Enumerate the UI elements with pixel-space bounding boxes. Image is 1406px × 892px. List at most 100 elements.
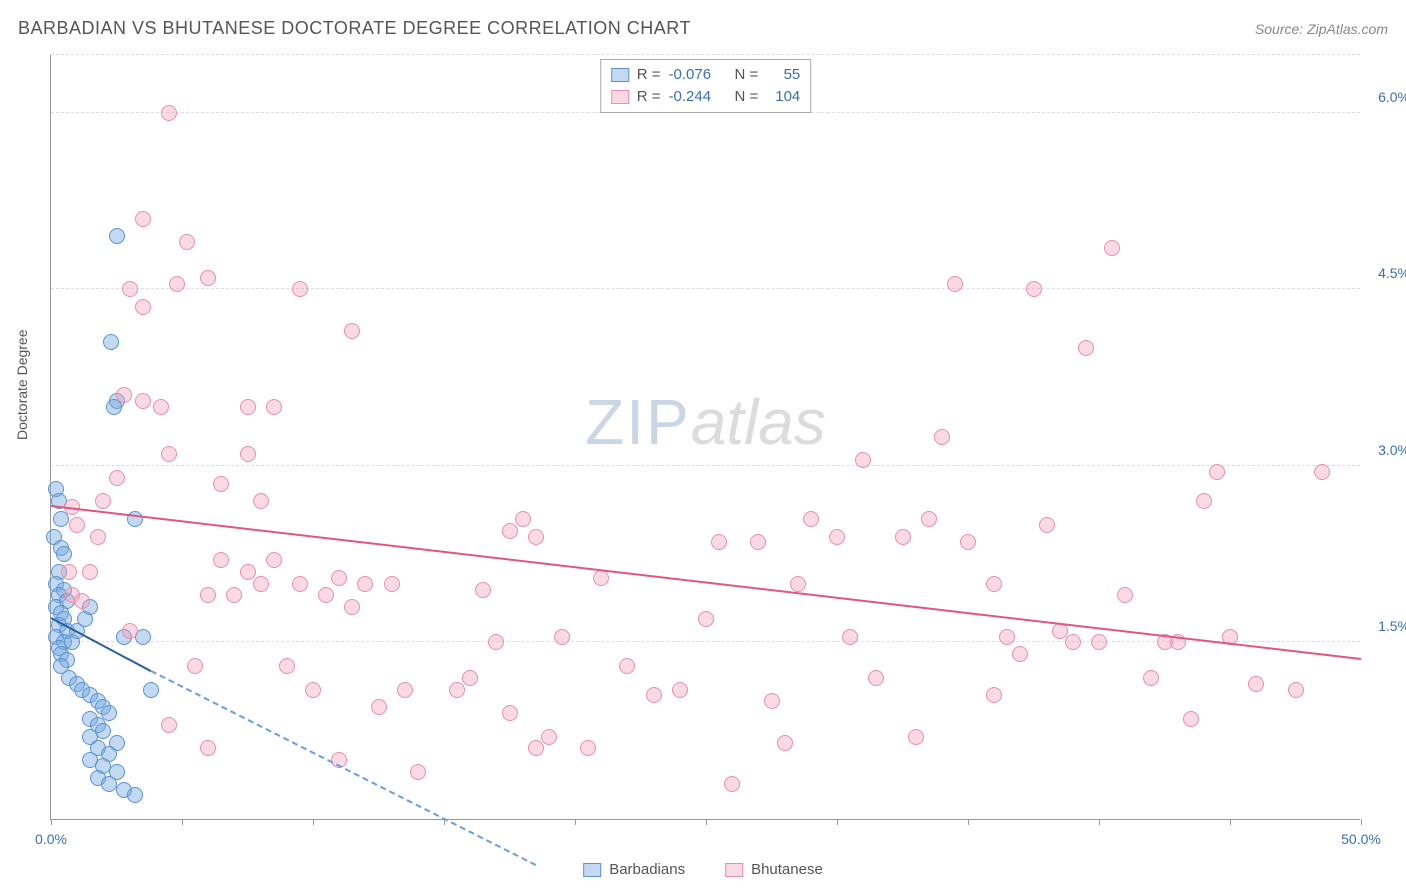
watermark-part2: atlas [691, 386, 826, 458]
scatter-point [331, 570, 347, 586]
scatter-point [240, 446, 256, 462]
scatter-point [161, 446, 177, 462]
x-tick [51, 819, 52, 825]
scatter-point [646, 687, 662, 703]
scatter-point [528, 740, 544, 756]
scatter-point [161, 717, 177, 733]
scatter-point [318, 587, 334, 603]
scatter-point [213, 552, 229, 568]
trend-line [51, 505, 1361, 660]
scatter-point [101, 776, 117, 792]
legend-n-label: N = [735, 64, 759, 86]
scatter-point [240, 399, 256, 415]
scatter-point [777, 735, 793, 751]
scatter-point [1209, 464, 1225, 480]
legend-n-label: N = [735, 86, 759, 108]
scatter-point [266, 552, 282, 568]
y-tick-label: 3.0% [1366, 442, 1406, 458]
scatter-chart: ZIPatlas 1.5%3.0%4.5%6.0%0.0%50.0%R =-0.… [50, 55, 1360, 820]
scatter-point [750, 534, 766, 550]
scatter-point [449, 682, 465, 698]
x-tick [706, 819, 707, 825]
scatter-point [56, 546, 72, 562]
y-tick-label: 6.0% [1366, 89, 1406, 105]
scatter-point [921, 511, 937, 527]
scatter-point [502, 523, 518, 539]
scatter-point [143, 682, 159, 698]
legend-n-value: 55 [766, 64, 800, 86]
watermark-part1: ZIP [585, 386, 691, 458]
scatter-point [305, 682, 321, 698]
source-attribution: Source: ZipAtlas.com [1255, 21, 1388, 37]
scatter-point [803, 511, 819, 527]
scatter-point [1078, 340, 1094, 356]
scatter-point [764, 693, 780, 709]
scatter-point [580, 740, 596, 756]
scatter-point [1288, 682, 1304, 698]
scatter-point [947, 276, 963, 292]
scatter-point [724, 776, 740, 792]
scatter-point [153, 399, 169, 415]
scatter-point [999, 629, 1015, 645]
scatter-point [127, 787, 143, 803]
scatter-point [1091, 634, 1107, 650]
scatter-point [410, 764, 426, 780]
legend-r-value: -0.076 [669, 64, 727, 86]
watermark: ZIPatlas [585, 385, 826, 459]
scatter-point [934, 429, 950, 445]
scatter-point [502, 705, 518, 721]
scatter-point [74, 593, 90, 609]
x-tick [837, 819, 838, 825]
scatter-point [908, 729, 924, 745]
scatter-point [213, 476, 229, 492]
legend-swatch [611, 68, 629, 82]
correlation-legend-row: R =-0.076N =55 [611, 64, 801, 86]
x-tick [182, 819, 183, 825]
scatter-point [82, 564, 98, 580]
scatter-point [161, 105, 177, 121]
scatter-point [790, 576, 806, 592]
scatter-point [960, 534, 976, 550]
scatter-point [528, 529, 544, 545]
scatter-point [855, 452, 871, 468]
legend-r-label: R = [637, 86, 661, 108]
scatter-point [711, 534, 727, 550]
scatter-point [292, 281, 308, 297]
chart-title: BARBADIAN VS BHUTANESE DOCTORATE DEGREE … [18, 18, 691, 39]
scatter-point [109, 228, 125, 244]
scatter-point [619, 658, 635, 674]
scatter-point [384, 576, 400, 592]
scatter-point [868, 670, 884, 686]
scatter-point [344, 599, 360, 615]
series-legend-item: Bhutanese [725, 861, 823, 878]
scatter-point [593, 570, 609, 586]
scatter-point [61, 564, 77, 580]
scatter-point [253, 576, 269, 592]
scatter-point [842, 629, 858, 645]
gridline-y [51, 54, 1360, 55]
scatter-point [541, 729, 557, 745]
scatter-point [1314, 464, 1330, 480]
x-tick [1361, 819, 1362, 825]
trend-line [150, 670, 536, 866]
scatter-point [1104, 240, 1120, 256]
scatter-point [179, 234, 195, 250]
x-tick [575, 819, 576, 825]
gridline-y [51, 288, 1360, 289]
scatter-point [95, 493, 111, 509]
y-tick-label: 1.5% [1366, 618, 1406, 634]
scatter-point [135, 299, 151, 315]
scatter-point [122, 281, 138, 297]
legend-r-value: -0.244 [669, 86, 727, 108]
scatter-point [1143, 670, 1159, 686]
series-label: Bhutanese [751, 861, 823, 878]
scatter-point [829, 529, 845, 545]
scatter-point [1183, 711, 1199, 727]
scatter-point [986, 687, 1002, 703]
scatter-point [200, 270, 216, 286]
legend-swatch [583, 863, 601, 877]
scatter-point [109, 470, 125, 486]
x-tick [1230, 819, 1231, 825]
series-legend-item: Barbadians [583, 861, 685, 878]
x-tick [1099, 819, 1100, 825]
